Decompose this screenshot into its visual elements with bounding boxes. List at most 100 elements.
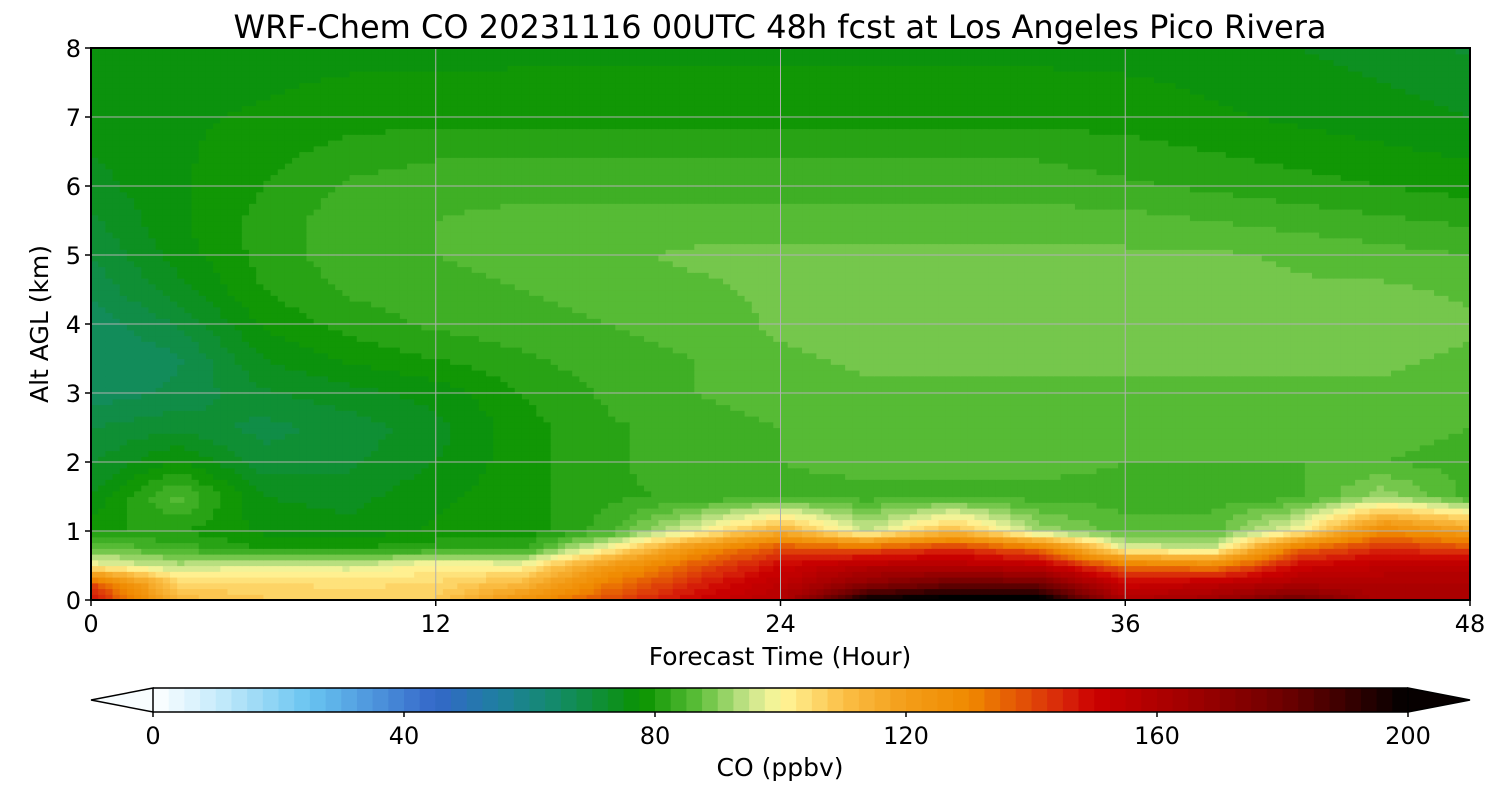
contour-cell [730,462,738,469]
contour-cell [1347,513,1356,521]
contour-cell [227,559,236,567]
contour-cell [349,542,358,549]
contour-cell [866,456,875,463]
contour-cell [234,548,243,555]
contour-cell [1405,531,1414,538]
contour-cell [1089,502,1098,509]
contour-cell [1168,588,1177,595]
contour-cell [1024,594,1033,601]
contour-cell [1390,554,1399,561]
contour-cell [1010,490,1019,498]
contour-cell [608,594,616,601]
contour-cell [227,548,236,555]
contour-cell [1232,519,1241,526]
contour-cell [1283,582,1292,590]
contour-cell [931,456,940,463]
contour-cell [385,536,394,544]
contour-cell [292,571,300,578]
contour-cell [1419,513,1428,521]
contour-cell [952,531,961,538]
contour-cell [1319,565,1327,572]
contour-cell [227,456,236,463]
contour-cell [988,473,997,480]
contour-cell [608,588,616,595]
contour-cell [945,582,954,590]
contour-cell [1024,519,1033,526]
contour-cell [1340,594,1349,601]
contour-cell [1182,594,1191,601]
contour-cell [593,479,602,486]
contour-cell [500,571,509,578]
contour-cell [730,582,738,590]
contour-cell [572,571,580,578]
contour-cell [220,594,229,601]
contour-cell [1003,577,1011,584]
contour-cell [579,496,588,503]
contour-cell [550,559,559,567]
contour-cell [830,513,839,521]
contour-cell [600,582,609,590]
contour-cell [234,467,243,475]
contour-cell [1146,519,1155,526]
contour-cell [349,450,358,457]
contour-cell [1067,496,1076,503]
contour-cell [442,513,451,521]
contour-cell [1017,479,1026,486]
contour-cell [464,508,473,515]
contour-cell [414,473,422,480]
contour-cell [1405,490,1414,498]
contour-cell [952,588,961,595]
contour-cell [349,462,358,469]
contour-cell [550,548,559,555]
contour-cell [550,502,559,509]
contour-cell [1283,450,1292,457]
contour-cell [988,582,997,590]
contour-cell [945,588,954,595]
contour-cell [694,554,703,561]
contour-cell [1168,582,1177,590]
contour-cell [1096,548,1105,555]
contour-cell [1039,496,1047,503]
contour-cell [170,559,178,567]
contour-cell [895,554,904,561]
contour-cell [809,588,818,595]
contour-cell [234,485,243,492]
contour-cell [723,577,731,584]
contour-cell [342,577,351,584]
contour-cell [1053,582,1062,590]
contour-cell [421,588,430,595]
contour-cell [723,490,731,498]
contour-cell [931,542,940,549]
contour-cell [1096,485,1105,492]
contour-cell [1304,577,1313,584]
contour-cell [1204,554,1213,561]
contour-cell [1182,588,1191,595]
contour-cell [773,559,782,567]
contour-cell [1304,588,1313,595]
contour-cell [1462,582,1471,590]
contour-cell [1225,559,1234,567]
contour-cell [270,582,279,590]
contour-cell [126,542,135,549]
contour-cell [1096,502,1105,509]
contour-cell [1355,531,1363,538]
contour-cell [665,479,674,486]
contour-cell [579,519,588,526]
contour-cell [1017,536,1026,544]
contour-cell [1434,473,1442,480]
contour-cell [608,467,616,475]
contour-cell [1261,525,1270,532]
contour-cell [1031,490,1040,498]
contour-cell [263,559,272,567]
contour-cell [1297,582,1306,590]
contour-cell [507,559,516,567]
contour-cell [687,496,695,503]
contour-cell [299,582,308,590]
contour-cell [306,462,315,469]
contour-cell [758,508,767,515]
contour-cell [902,548,911,555]
contour-cell [378,473,387,480]
contour-cell [830,548,839,555]
contour-cell [981,577,990,584]
contour-cell [1426,577,1435,584]
